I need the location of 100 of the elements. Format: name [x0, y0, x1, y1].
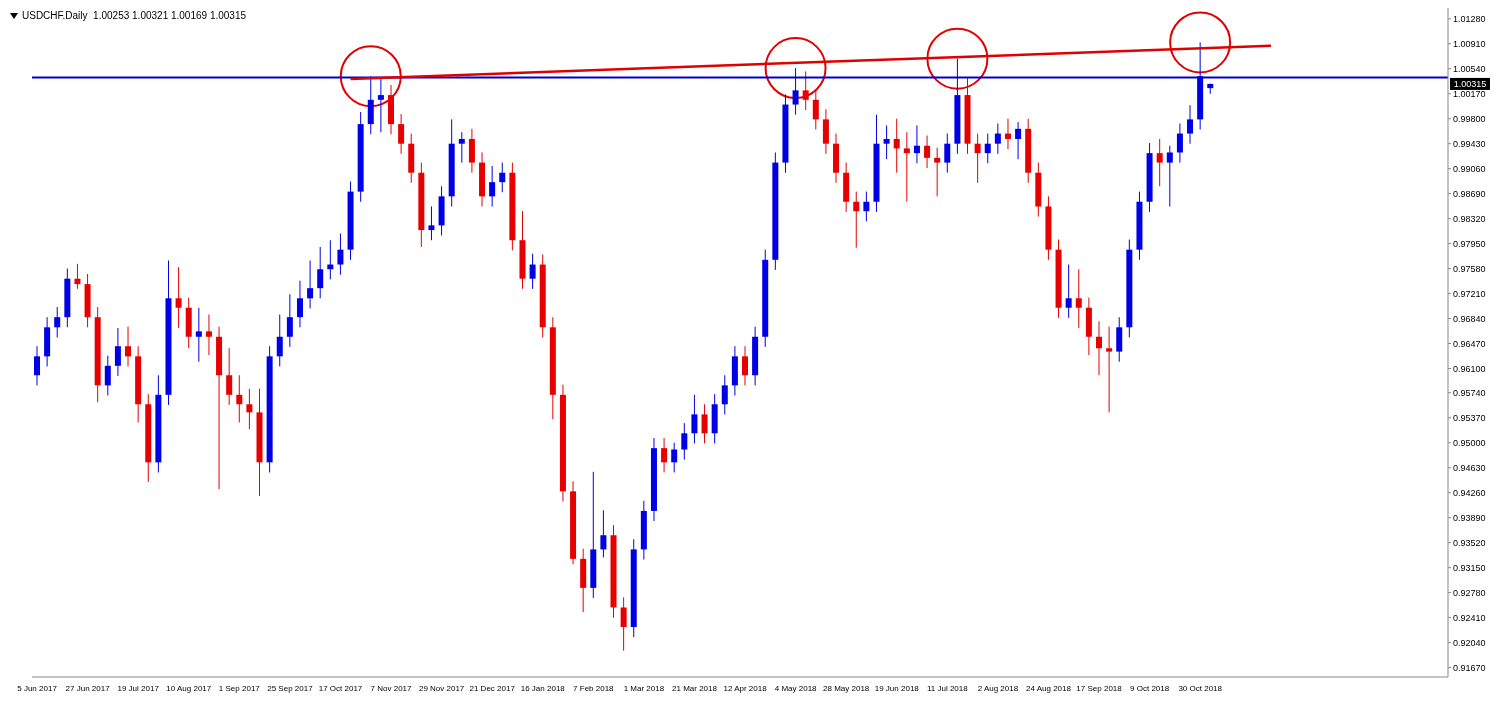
- x-tick-label: 19 Jun 2018: [874, 683, 920, 693]
- candlestick: [276, 313, 283, 367]
- candlestick: [681, 422, 688, 461]
- candlestick: [792, 67, 799, 116]
- y-tick-label: 0.94260: [1453, 487, 1486, 498]
- candlestick: [317, 246, 324, 299]
- y-tick-label: 0.97950: [1453, 238, 1486, 249]
- y-tick-label: 0.99430: [1453, 138, 1486, 149]
- y-tick-label: 0.98690: [1453, 188, 1486, 199]
- y-tick-label: 1.00910: [1453, 38, 1486, 49]
- candlestick: [944, 133, 951, 174]
- candlestick: [377, 77, 384, 133]
- x-tick-label: 29 Nov 2017: [418, 683, 465, 693]
- y-tick-label: 0.95370: [1453, 412, 1486, 423]
- candlestick: [701, 403, 708, 444]
- candlestick: [1187, 104, 1194, 145]
- y-tick-label: 1.00170: [1453, 88, 1486, 99]
- candlestick: [853, 191, 860, 249]
- x-tick-label: 21 Mar 2018: [672, 683, 718, 693]
- candlestick: [34, 345, 40, 386]
- x-tick-label: 5 Jun 2017: [17, 683, 58, 693]
- candlestick: [195, 307, 202, 363]
- candlestick: [1096, 320, 1102, 376]
- x-tick-label: 10 Aug 2017: [166, 683, 212, 693]
- y-tick-label: 1.01280: [1453, 14, 1486, 24]
- x-tick-label: 30 Oct 2018: [1178, 683, 1223, 693]
- candlestick: [721, 374, 728, 415]
- x-tick-label: 11 Jul 2018: [926, 683, 969, 693]
- candlestick: [337, 232, 344, 276]
- candlestick: [104, 355, 111, 396]
- x-tick-label: 27 Jun 2017: [65, 683, 111, 693]
- candlestick: [1156, 138, 1163, 187]
- candlestick: [974, 133, 981, 184]
- x-tick-label: 7 Nov 2017: [370, 683, 413, 693]
- candlestick: [1106, 326, 1113, 413]
- y-tick-label: 0.98320: [1453, 213, 1486, 224]
- candlestick: [398, 113, 405, 155]
- candlestick: [296, 280, 303, 328]
- candlestick: [175, 266, 182, 329]
- x-tick-label: 17 Oct 2017: [318, 683, 363, 693]
- annotation: 1.00315: [1453, 78, 1487, 89]
- candlestick: [812, 89, 819, 131]
- candlestick: [74, 263, 81, 290]
- y-tick-label: 0.92410: [1453, 612, 1486, 623]
- x-tick-label: 16 Jan 2018: [520, 683, 566, 693]
- candlestick: [226, 347, 233, 406]
- x-tick-label: 25 Sep 2017: [267, 683, 314, 693]
- candlestick: [499, 162, 506, 193]
- y-tick-label: 0.95000: [1453, 437, 1486, 448]
- y-tick-label: 0.97210: [1453, 288, 1486, 299]
- candlestick: [307, 259, 314, 309]
- y-tick-label: 0.92780: [1453, 587, 1486, 598]
- candlestick: [1166, 145, 1173, 207]
- y-tick-label: 0.99800: [1453, 113, 1486, 124]
- candlestick: [994, 122, 1001, 155]
- y-tick-label: 0.93890: [1453, 512, 1486, 523]
- candlestick: [671, 442, 678, 473]
- candlestick: [54, 306, 61, 338]
- candlestick: [802, 70, 809, 111]
- candlestick: [934, 147, 941, 197]
- x-tick-label: 24 Aug 2018: [1026, 683, 1072, 693]
- chart-title: USDCHF.Daily 1.00253 1.00321 1.00169 1.00315: [22, 10, 247, 21]
- candlestick: [489, 165, 496, 207]
- candlestick: [236, 374, 243, 423]
- x-tick-label: 7 Feb 2018: [573, 683, 615, 693]
- candlestick: [468, 128, 475, 174]
- x-tick-label: 9 Oct 2018: [1130, 683, 1170, 693]
- candlestick: [529, 253, 536, 290]
- y-tick-label: 0.94630: [1453, 462, 1486, 473]
- y-tick-label: 0.96100: [1453, 363, 1486, 374]
- candlestick: [125, 326, 132, 367]
- y-tick-label: 0.91670: [1453, 662, 1486, 673]
- candlestick: [286, 293, 293, 348]
- x-tick-label: 28 May 2018: [823, 683, 870, 693]
- x-tick-label: 12 Apr 2018: [723, 683, 768, 693]
- candlestick: [1176, 122, 1183, 164]
- y-tick-label: 0.95740: [1453, 387, 1486, 398]
- candlestick: [863, 191, 870, 222]
- y-tick-label: 0.99060: [1453, 163, 1486, 174]
- candlestick: [984, 133, 991, 164]
- x-tick-label: 4 May 2018: [774, 683, 818, 693]
- candlestick: [1065, 264, 1072, 319]
- candlestick: [205, 313, 212, 356]
- candlestick: [428, 205, 435, 241]
- candlestick: [893, 118, 900, 174]
- candlestick: [742, 345, 748, 386]
- y-tick-label: 0.96470: [1453, 338, 1486, 349]
- candlestick: [924, 135, 931, 169]
- y-tick-label: 0.96840: [1453, 313, 1486, 324]
- x-tick-label: 19 Jul 2017: [117, 683, 160, 693]
- y-tick-label: 0.97580: [1453, 263, 1486, 274]
- x-tick-label: 17 Sep 2018: [1076, 683, 1123, 693]
- candlestick: [1004, 118, 1011, 150]
- candlestick: [600, 509, 607, 559]
- candlestick: [114, 327, 121, 377]
- candlestick: [903, 131, 910, 203]
- x-tick-label: 1 Mar 2018: [623, 683, 665, 693]
- candlestick: [246, 388, 253, 430]
- candlestick: [1075, 268, 1082, 329]
- y-tick-label: 0.92040: [1453, 637, 1486, 648]
